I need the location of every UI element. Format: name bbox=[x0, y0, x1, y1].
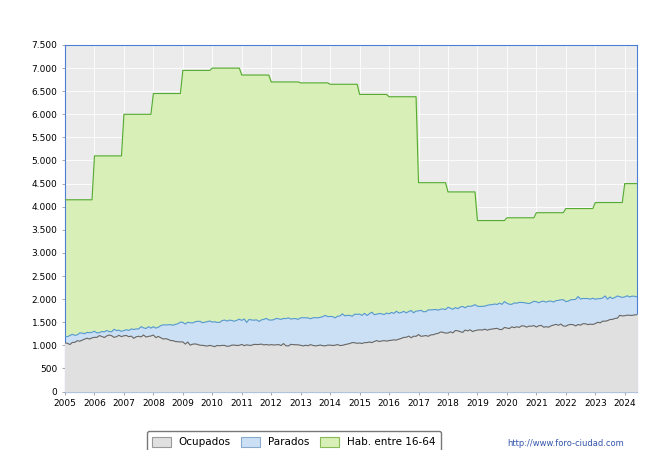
Legend: Ocupados, Parados, Hab. entre 16-64: Ocupados, Parados, Hab. entre 16-64 bbox=[146, 432, 441, 450]
Text: http://www.foro-ciudad.com: http://www.foro-ciudad.com bbox=[507, 439, 624, 448]
Text: San Fulgencio - Evolucion de la poblacion en edad de Trabajar Mayo de 2024: San Fulgencio - Evolucion de la poblacio… bbox=[72, 10, 578, 23]
